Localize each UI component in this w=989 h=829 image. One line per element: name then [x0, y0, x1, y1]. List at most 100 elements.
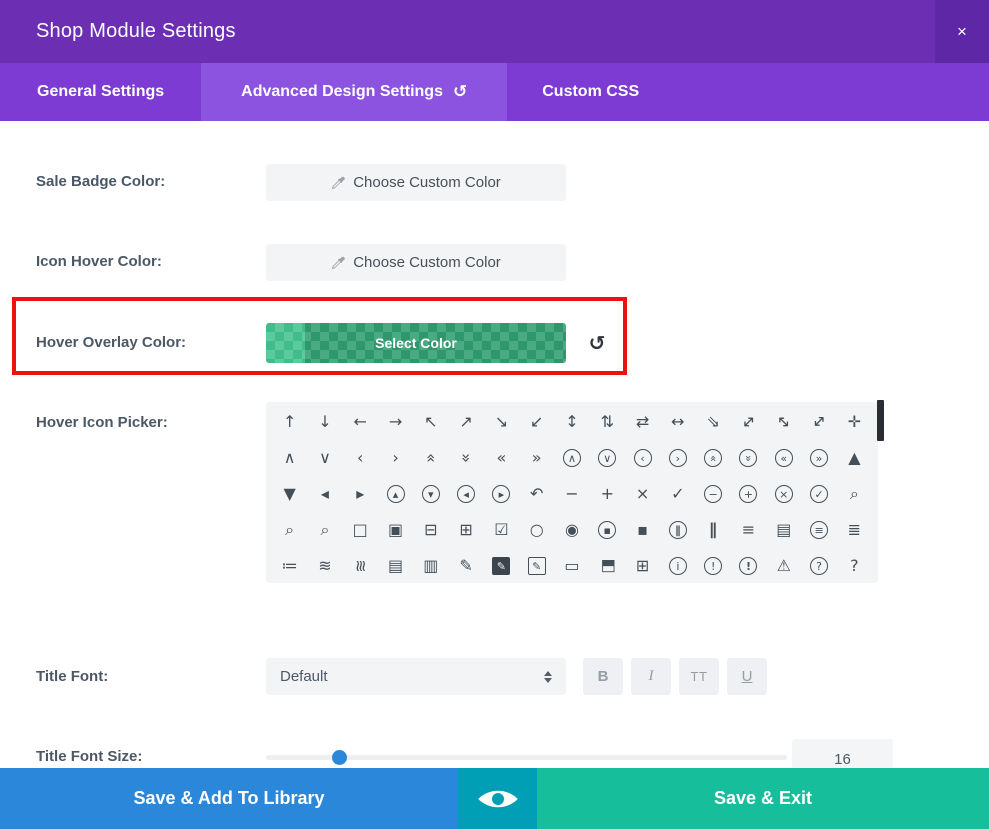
search-icon[interactable]: ⌕ — [320, 520, 330, 539]
chevron-right-circle-icon[interactable]: › — [668, 449, 687, 467]
folder-open-icon[interactable]: ◨ — [597, 558, 617, 574]
hover-overlay-reset-button[interactable]: ↺ — [584, 330, 610, 356]
sale-badge-color-button[interactable]: Choose Custom Color — [266, 164, 566, 201]
chevron-down-circle-icon[interactable]: ∨ — [598, 449, 617, 467]
zoom-out-icon[interactable]: ⌕ — [849, 484, 859, 503]
question-icon[interactable]: ? — [850, 556, 859, 575]
hover-overlay-select-color-button[interactable]: Select Color — [266, 323, 566, 363]
pause-icon[interactable]: ∥ — [709, 520, 718, 539]
undo-icon[interactable]: ↶ — [529, 484, 544, 503]
tab-advanced-design-settings[interactable]: Advanced Design Settings ↺ — [201, 63, 508, 121]
caret-left-icon[interactable]: ◂ — [320, 484, 329, 503]
menu-icon[interactable]: ≡ — [741, 520, 756, 539]
reset-icon[interactable]: ↺ — [452, 82, 468, 102]
caret-left-circle-icon[interactable]: ◂ — [457, 485, 476, 503]
chevron-left-circle-icon[interactable]: ‹ — [633, 449, 652, 467]
preview-button[interactable] — [458, 768, 537, 829]
chevrons-down-circle-icon[interactable]: » — [739, 449, 758, 467]
arrow-left-right-icon[interactable]: ↔ — [671, 412, 685, 431]
info-circle-icon[interactable]: i — [668, 557, 687, 575]
arrow-down-left-icon[interactable]: ↙ — [529, 412, 544, 431]
question-circle-icon[interactable]: ? — [810, 557, 829, 575]
pause-circle-icon[interactable]: ∥ — [668, 521, 687, 539]
icon-panel-scrollbar[interactable] — [877, 400, 884, 441]
caret-up-icon[interactable]: ▲ — [848, 448, 861, 467]
exclamation-circle-bold-icon[interactable]: ! — [739, 557, 758, 575]
italic-button[interactable]: I — [631, 658, 671, 695]
uppercase-button[interactable]: TT — [679, 658, 719, 695]
square-small-icon[interactable]: ▪ — [637, 520, 648, 539]
list-icon[interactable]: ≣ — [847, 520, 862, 539]
arrow-down-icon[interactable]: ↓ — [318, 412, 332, 431]
caret-up-circle-icon[interactable]: ▴ — [386, 485, 405, 503]
folder-icon[interactable]: ▭ — [564, 556, 580, 575]
font-size-slider-knob[interactable] — [331, 750, 347, 765]
save-and-exit-button[interactable]: Save & Exit — [537, 768, 989, 829]
edit-box-icon[interactable]: ✎ — [527, 557, 546, 575]
title-font-select[interactable]: Default — [266, 658, 566, 695]
caret-right-circle-icon[interactable]: ▸ — [492, 485, 511, 503]
caret-down-circle-icon[interactable]: ▾ — [421, 485, 440, 503]
edit-box-filled-icon[interactable]: ✎ — [492, 557, 511, 575]
chevrons-right-icon[interactable]: » — [531, 448, 542, 467]
square-filled-icon[interactable]: ▣ — [387, 520, 404, 539]
icon-hover-color-button[interactable]: Choose Custom Color — [266, 244, 566, 281]
sliders-horizontal-icon[interactable]: ≋ — [318, 556, 332, 575]
square-plus-icon[interactable]: ⊞ — [459, 520, 473, 539]
arrow-diagonal-down-right-icon[interactable]: ⇘ — [706, 412, 720, 431]
exclamation-circle-icon[interactable]: ! — [704, 557, 723, 575]
close-circle-icon[interactable]: × — [774, 485, 793, 503]
list-ordered-icon[interactable]: ≔ — [281, 556, 298, 575]
square-minus-icon[interactable]: ⊟ — [424, 520, 438, 539]
text-document-icon[interactable]: ▤ — [776, 520, 792, 539]
warning-triangle-icon[interactable]: ⚠ — [776, 556, 791, 575]
minus-icon[interactable]: − — [565, 484, 579, 503]
check-circle-icon[interactable]: ✓ — [810, 485, 829, 503]
close-icon[interactable]: × — [635, 484, 650, 503]
chevron-down-icon[interactable]: ∨ — [319, 448, 331, 467]
radio-icon[interactable]: ◉ — [565, 520, 579, 539]
sliders-vertical-icon[interactable]: ≋ — [351, 559, 371, 573]
chevrons-left-icon[interactable]: « — [496, 448, 507, 467]
stop-circle-icon[interactable]: ▪ — [598, 521, 617, 539]
circle-icon[interactable]: ○ — [529, 520, 544, 539]
chevrons-down-icon[interactable]: » — [457, 453, 477, 463]
underline-button[interactable]: U — [727, 658, 767, 695]
chevron-up-icon[interactable]: ∧ — [283, 448, 296, 467]
plus-circle-icon[interactable]: + — [739, 485, 758, 503]
zoom-in-icon[interactable]: ⌕ — [285, 520, 295, 539]
expand-diagonal-alt-icon[interactable]: ↕ — [807, 410, 831, 434]
move-icon[interactable]: ✛ — [847, 412, 862, 431]
chevrons-up-icon[interactable]: « — [421, 453, 441, 463]
tab-custom-css[interactable]: Custom CSS — [507, 63, 674, 121]
chevrons-right-circle-icon[interactable]: » — [810, 449, 829, 467]
arrow-left-right-small-icon[interactable]: ⇄ — [635, 412, 650, 431]
chevrons-left-circle-icon[interactable]: « — [774, 449, 793, 467]
contract-diagonal-icon[interactable]: ↔ — [772, 410, 796, 434]
close-button[interactable]: × — [935, 0, 989, 63]
expand-diagonal-icon[interactable]: ↔ — [736, 410, 760, 434]
check-icon[interactable]: ✓ — [671, 484, 685, 503]
caret-right-icon[interactable]: ▸ — [356, 484, 365, 503]
chevron-right-icon[interactable]: › — [392, 448, 399, 467]
documents-icon[interactable]: ▥ — [423, 556, 439, 575]
arrow-up-left-icon[interactable]: ↖ — [424, 412, 438, 431]
bold-button[interactable]: B — [583, 658, 623, 695]
chevrons-up-circle-icon[interactable]: « — [704, 449, 723, 467]
checkbox-icon[interactable]: ☑ — [494, 520, 509, 539]
arrow-right-icon[interactable]: → — [388, 412, 403, 431]
minus-circle-icon[interactable]: − — [704, 485, 723, 503]
arrow-down-right-icon[interactable]: ↘ — [494, 412, 509, 431]
document-icon[interactable]: ▤ — [387, 556, 404, 575]
plus-icon[interactable]: + — [600, 484, 614, 503]
tab-general-settings[interactable]: General Settings — [0, 63, 201, 121]
arrow-up-down-alt-icon[interactable]: ⇅ — [600, 412, 614, 431]
font-size-slider-track[interactable] — [266, 750, 787, 765]
pencil-icon[interactable]: ✎ — [459, 556, 473, 575]
arrow-up-icon[interactable]: ↑ — [282, 412, 297, 431]
folder-add-icon[interactable]: ⊞ — [635, 556, 650, 575]
arrow-up-down-icon[interactable]: ↕ — [565, 412, 579, 431]
arrow-up-right-icon[interactable]: ↗ — [459, 412, 473, 431]
caret-down-icon[interactable]: ▼ — [283, 484, 296, 503]
chevron-left-icon[interactable]: ‹ — [357, 448, 364, 467]
